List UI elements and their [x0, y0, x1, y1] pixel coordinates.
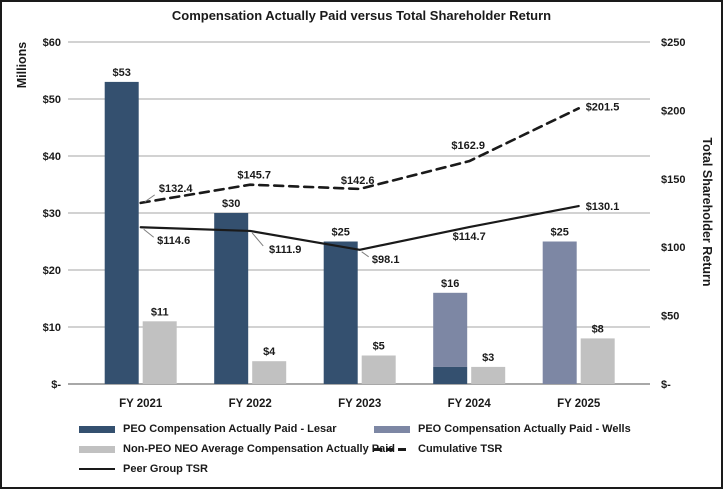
bar-label-peo: $53: [113, 67, 131, 79]
bar-label-neo: $3: [482, 352, 494, 364]
legend-swatch-solid-line: [79, 468, 115, 470]
bar-label-peo: $16: [441, 278, 459, 290]
legend-item-peo-wells: PEO Compensation Actually Paid - Wells: [374, 422, 631, 436]
legend-swatch-dashed-line: [374, 447, 410, 451]
tsr-line-solid: [139, 204, 580, 251]
right-axis-tick-label: $-: [661, 379, 671, 391]
label-leader-line: [251, 232, 264, 247]
legend-item-peo-lesar: PEO Compensation Actually Paid - Lesar: [79, 422, 337, 436]
left-axis-tick-label: $20: [43, 265, 61, 277]
left-axis-tick-label: $10: [43, 322, 61, 334]
legend-item-peer-group-tsr: Peer Group TSR: [79, 462, 208, 476]
legend-item-non-peo-neo: Non-PEO NEO Average Compensation Actuall…: [79, 442, 395, 456]
left-axis-tick-label: $30: [43, 208, 61, 220]
legend-label: PEO Compensation Actually Paid - Lesar: [123, 423, 337, 435]
chart-title: Compensation Actually Paid versus Total …: [171, 8, 552, 23]
tsr-line-dashed: [139, 107, 581, 205]
label-leader-line: [143, 228, 155, 238]
x-axis-label: FY 2023: [338, 398, 381, 410]
bar-label-neo: $5: [373, 341, 385, 353]
bar-non-peo-neo: [142, 321, 177, 384]
right-axis-tick-label: $100: [661, 242, 685, 254]
bar-non-peo-neo: [361, 355, 396, 384]
x-axis-label: FY 2021: [119, 398, 163, 410]
legend-item-cumulative-tsr: Cumulative TSR: [374, 442, 502, 456]
right-axis-tick-label: $200: [661, 105, 685, 117]
line-point-label: $130.1: [586, 201, 620, 213]
bar-non-peo-neo: [252, 361, 287, 384]
bar-peo-lesar: [214, 213, 249, 384]
bar-label-neo: $4: [263, 346, 276, 358]
x-axis-label: FY 2024: [448, 398, 492, 410]
bar-non-peo-neo: [471, 366, 506, 384]
legend-label: PEO Compensation Actually Paid - Wells: [418, 423, 631, 435]
line-point-label: $111.9: [269, 244, 301, 256]
legend-label: Peer Group TSR: [123, 463, 208, 475]
right-axis-tick-label: $150: [661, 174, 685, 186]
line-point-label: $142.6: [341, 175, 375, 187]
bar-peo-lesar: [323, 241, 358, 384]
line-point-label: $201.5: [586, 101, 620, 113]
left-axis-tick-label: $-: [51, 379, 61, 391]
x-axis-label: FY 2022: [229, 398, 272, 410]
bar-peo-lesar: [433, 366, 468, 384]
line-point-label: $114.6: [157, 235, 190, 247]
legend-swatch-neo-bar: [79, 445, 115, 453]
line-point-label: $132.4: [159, 183, 194, 195]
line-point-label: $98.1: [372, 254, 400, 266]
x-axis-label: FY 2025: [557, 398, 601, 410]
bar-peo-wells: [433, 292, 468, 367]
left-axis-tick-label: $50: [43, 94, 61, 106]
bar-label-neo: $8: [592, 323, 604, 335]
bar-label-neo: $11: [151, 306, 169, 318]
legend-label: Cumulative TSR: [418, 443, 503, 455]
legend-label: Non-PEO NEO Average Compensation Actuall…: [123, 443, 395, 455]
bar-label-peo: $30: [222, 198, 240, 210]
left-axis-tick-label: $60: [43, 37, 61, 49]
line-point-label: $145.7: [237, 170, 271, 182]
right-axis-title: Total Shareholder Return: [700, 137, 714, 286]
line-point-label: $162.9: [451, 140, 485, 152]
right-axis-tick-label: $250: [661, 37, 685, 49]
right-axis-tick-label: $50: [661, 311, 679, 323]
bar-peo-wells: [542, 241, 577, 384]
bar-non-peo-neo: [580, 338, 615, 384]
legend-swatch-wells-bar: [374, 425, 410, 433]
bar-label-peo: $25: [551, 227, 569, 239]
label-leader-line: [144, 194, 155, 203]
label-leader-line: [361, 251, 369, 258]
bar-peo-lesar: [104, 81, 139, 385]
bar-label-peo: $25: [332, 227, 350, 239]
left-axis-tick-label: $40: [43, 151, 61, 163]
left-axis-title: Millions: [15, 42, 29, 89]
legend-swatch-lesar-bar: [79, 425, 115, 433]
line-point-label: $114.7: [453, 231, 486, 243]
